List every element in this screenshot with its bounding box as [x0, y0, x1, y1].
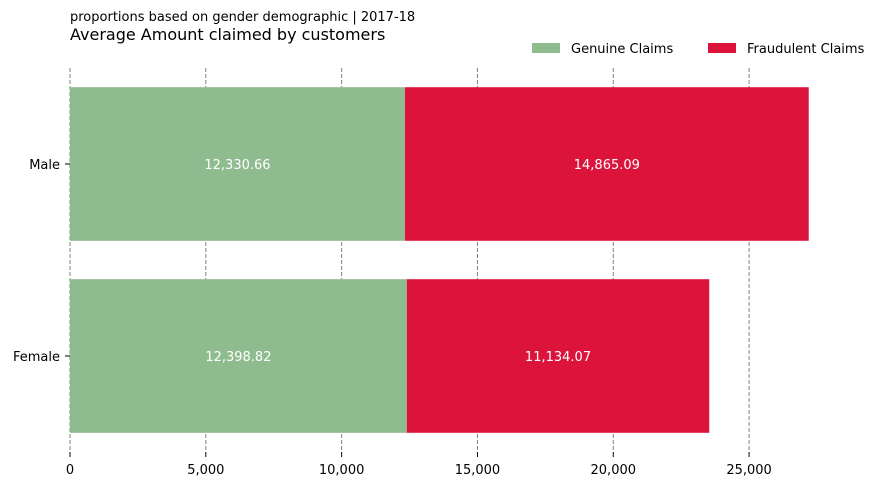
bar-segment	[406, 279, 710, 433]
axes: Male Female 0 5,000 10,000 15,000 20,000 25,000	[13, 158, 772, 478]
x-tick-label: 15,000	[455, 463, 501, 478]
legend: Genuine Claims Fraudulent Claims	[532, 42, 865, 57]
chart-subtitle: proportions based on gender demographic …	[70, 10, 415, 25]
x-tick-label: 25,000	[726, 463, 772, 478]
x-tick-label: 10,000	[319, 463, 365, 478]
bars: 12,330.66 14,865.09 12,398.82 11,134.07	[70, 87, 809, 433]
bar-segment	[70, 87, 405, 241]
y-tick-label: Male	[29, 158, 60, 173]
bar-value-label: 12,398.82	[205, 350, 271, 365]
y-tick-label: Female	[13, 350, 60, 365]
x-tick-label: 20,000	[591, 463, 637, 478]
legend-swatch	[708, 43, 736, 53]
legend-swatch	[532, 43, 560, 53]
chart-title: Average Amount claimed by customers	[70, 25, 385, 44]
x-tick-label: 5,000	[187, 463, 224, 478]
bar-value-label: 11,134.07	[525, 350, 591, 365]
legend-label: Genuine Claims	[571, 42, 673, 57]
bar-segment	[70, 279, 407, 433]
x-tick-label: 0	[66, 463, 74, 478]
bar-segment	[404, 87, 809, 241]
bar-value-label: 14,865.09	[574, 158, 640, 173]
legend-label: Fraudulent Claims	[747, 42, 865, 57]
bar-value-label: 12,330.66	[204, 158, 270, 173]
